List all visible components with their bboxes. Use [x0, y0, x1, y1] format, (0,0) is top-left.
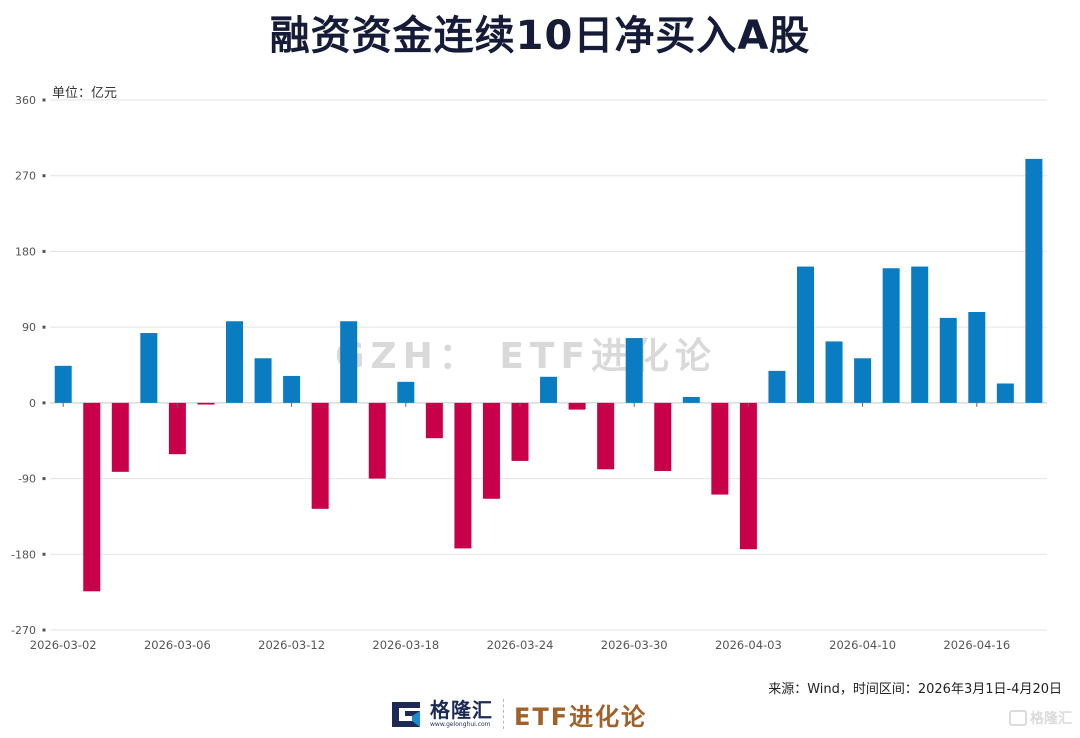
x-tick-label: 2026-04-03: [715, 638, 782, 652]
bar-2026-03-16: [340, 321, 358, 403]
y-tick-label: 180: [15, 245, 36, 258]
x-tick-label: 2026-03-12: [258, 638, 325, 652]
bar-2026-04-02: [711, 402, 729, 495]
bar-2026-03-05: [140, 333, 158, 403]
bar-2026-03-20: [454, 402, 472, 549]
bar-2026-04-09: [825, 341, 843, 403]
y-tick-label: 270: [15, 170, 36, 183]
bar-2026-03-13: [311, 402, 329, 509]
bar-2026-04-03: [739, 402, 757, 550]
bar-2026-03-03: [83, 402, 101, 592]
bar-2026-03-06: [168, 402, 186, 455]
bar-2026-04-17: [996, 383, 1014, 403]
gelonghui-logo-icon: [390, 699, 424, 729]
bar-2026-04-07: [768, 370, 786, 403]
bar-2026-03-23: [482, 402, 500, 499]
footer-divider: [503, 699, 504, 729]
bar-2026-03-25: [540, 376, 558, 403]
bar-2026-04-16: [968, 312, 986, 403]
y-tick-mark: [42, 174, 46, 178]
x-tick-label: 2026-04-10: [829, 638, 896, 652]
bar-2026-03-30: [625, 338, 643, 403]
bar-2026-03-26: [568, 402, 586, 410]
corner-watermark-logo: 格隆汇: [1009, 708, 1072, 728]
brand-url: www.gelonghui.com: [430, 721, 491, 728]
y-tick-mark: [42, 552, 46, 556]
corner-brand: 格隆汇: [1030, 711, 1072, 727]
x-tick-label: 2026-03-18: [372, 638, 439, 652]
grid-lines: [50, 99, 1047, 631]
y-tick-mark: [42, 325, 46, 329]
gelonghui-brand: 格隆汇 www.gelonghui.com: [430, 699, 493, 729]
y-tick-mark: [42, 477, 46, 481]
bar-chart: 360 270 180 90 0 -90 -180 -270 GZH： ETF进化论 2026…: [11, 94, 1047, 652]
bar-2026-04-10: [854, 358, 872, 403]
bar-2026-04-13: [882, 268, 900, 403]
x-axis: 2026-03-02 2026-03-06 2026-03-12 2026-03-18…: [30, 402, 1010, 652]
unit-label: 单位：亿元: [52, 86, 118, 101]
bar-2026-04-08: [797, 266, 814, 403]
y-axis: 360 270 180 90 0 -90 -180 -270: [11, 94, 46, 637]
channel-name: ETF进化论: [514, 702, 648, 731]
bar-2026-04-20: [1025, 158, 1043, 403]
x-tick-label: 2026-03-02: [30, 638, 97, 652]
bar-2026-03-10: [226, 321, 243, 403]
y-tick-label: 360: [15, 94, 36, 107]
brand-name: 格隆汇: [430, 698, 493, 722]
chart-title: 融资资金连续10日净买入A股: [269, 13, 811, 59]
y-tick-label: -270: [11, 624, 36, 637]
bar-2026-03-12: [283, 375, 301, 403]
x-tick-label: 2026-03-30: [601, 638, 668, 652]
y-tick-label: 90: [22, 321, 36, 334]
bar-2026-03-18: [397, 381, 415, 403]
bar-2026-03-17: [368, 402, 386, 479]
footer-logo: 格隆汇 www.gelonghui.com ETF进化论: [390, 696, 647, 732]
x-tick-label: 2026-03-06: [144, 638, 211, 652]
y-tick-mark: [42, 98, 46, 102]
bar-2026-03-11: [254, 358, 272, 403]
bar-2026-03-27: [597, 402, 615, 470]
bar-2026-03-09: [197, 402, 215, 405]
bar-2026-03-02: [54, 365, 72, 403]
bar-2026-03-19: [425, 402, 443, 439]
bar-2026-04-01: [682, 396, 700, 403]
corner-g-icon: [1009, 710, 1027, 726]
x-tick-label: 2026-03-24: [487, 638, 554, 652]
bars: [54, 158, 1043, 592]
bar-2026-04-14: [911, 266, 929, 403]
bar-2026-03-24: [511, 402, 529, 461]
y-tick-mark: [42, 401, 46, 405]
watermark: GZH： ETF进化论: [335, 336, 717, 377]
y-tick-label: 0: [29, 397, 36, 410]
y-tick-mark: [42, 249, 46, 253]
bar-2026-03-31: [654, 402, 672, 471]
y-tick-label: -90: [18, 473, 36, 486]
x-tick-label: 2026-04-16: [943, 638, 1010, 652]
bar-2026-03-04: [111, 402, 129, 472]
bar-2026-04-15: [939, 317, 957, 403]
y-tick-mark: [42, 628, 46, 632]
source-note: 来源：Wind，时间区间：2026年3月1日-4月20日: [768, 682, 1062, 697]
y-tick-label: -180: [11, 548, 36, 561]
